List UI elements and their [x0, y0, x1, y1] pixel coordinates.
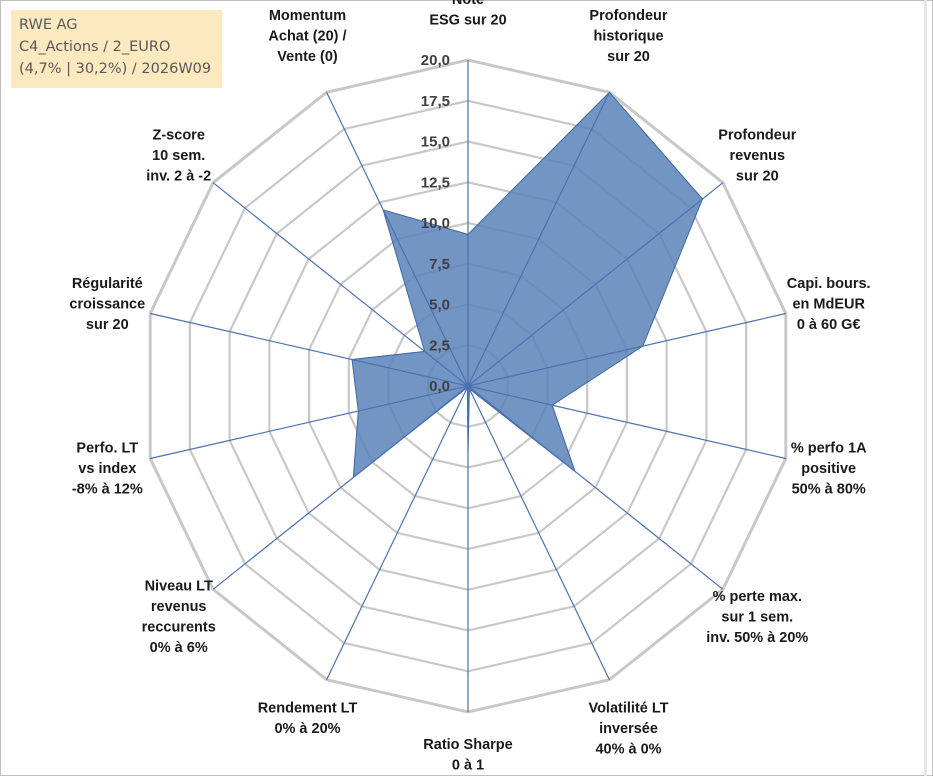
- axis-label-line: Profondeur: [718, 128, 796, 144]
- tick-label: 20,0: [421, 52, 450, 69]
- axis-label-line: Note: [452, 0, 484, 8]
- axis-label-line: en MdEUR: [792, 296, 865, 312]
- axis-label-11: Perfo. LT vs index -8% à 12%: [72, 441, 143, 498]
- axis-label-4: Capi. bours. en MdEUR 0 à 60 G€: [787, 276, 871, 333]
- axis-label-5: % perfo 1A positive 50% à 80%: [791, 441, 867, 498]
- axis-label-line: Z-score: [153, 128, 205, 144]
- axis-label-line: Capi. bours.: [787, 276, 871, 292]
- axis-label-line: Momentum: [269, 8, 346, 24]
- axis-label-line: inv. 2 à -2: [146, 169, 211, 185]
- axis-spoke: [150, 385, 469, 460]
- info-period: (4,7% | 30,2%) / 2026W09: [19, 61, 212, 77]
- axis-label-line: Perfo. LT: [76, 441, 138, 457]
- axis-label-3: Profondeur revenus sur 20: [718, 128, 796, 185]
- axis-label-7: Volatilité LT inversée 40% à 0%: [588, 700, 668, 757]
- axis-label-13: Z-score 10 sem. inv. 2 à -2: [146, 128, 211, 185]
- axis-label-line: Niveau LT: [145, 579, 213, 595]
- tick-label: 2,5: [429, 337, 450, 354]
- axis-label-line: croissance: [69, 296, 145, 312]
- axis-label-12: Régularité croissance sur 20: [69, 276, 145, 333]
- axis-label-line: positive: [801, 461, 856, 477]
- axis-label-8: Ratio Sharpe 0 à 1: [423, 737, 512, 774]
- axis-spoke: [467, 312, 786, 387]
- axis-label-line: 0% à 20%: [274, 721, 340, 737]
- axis-spoke: [212, 385, 469, 590]
- axis-label-line: Achat (20) /: [268, 29, 346, 45]
- axis-label-line: 10 sem.: [152, 148, 205, 164]
- axis-label-line: inv. 50% à 20%: [706, 630, 808, 646]
- axis-label-line: 50% à 80%: [792, 482, 866, 498]
- axis-label-line: 0% à 6%: [150, 640, 208, 656]
- scroll-strip: [924, 0, 927, 776]
- axis-spoke: [212, 182, 469, 387]
- axis-label-line: -8% à 12%: [72, 482, 143, 498]
- tick-label: 5,0: [429, 297, 450, 314]
- axis-label-line: Profondeur: [589, 8, 667, 24]
- axis-label-line: sur 20: [736, 169, 779, 185]
- axis-spoke: [150, 312, 469, 387]
- tick-label: 15,0: [421, 134, 450, 151]
- axis-label-line: inversée: [599, 721, 658, 737]
- axis-spoke: [467, 182, 724, 387]
- axis-spoke: [467, 385, 786, 460]
- info-category: C4_Actions / 2_EURO: [19, 39, 171, 55]
- tick-label: 0,0: [429, 378, 450, 395]
- axis-label-line: 0 à 1: [452, 758, 484, 774]
- axis-spoke: [467, 385, 724, 590]
- axis-label-line: Régularité: [72, 276, 143, 292]
- tick-label: 12,5: [421, 174, 450, 191]
- axis-label-10: Niveau LT revenus reccurents 0% à 6%: [142, 579, 216, 657]
- axis-spoke: [326, 385, 469, 680]
- axis-label-14: Momentum Achat (20) / Vente (0): [268, 8, 346, 65]
- axis-label-line: 0 à 60 G€: [797, 317, 861, 333]
- axis-label-line: revenus: [729, 148, 785, 164]
- tick-label: 17,5: [421, 93, 450, 110]
- tick-label: 7,5: [429, 256, 450, 273]
- axis-label-1: Note ESG sur 20: [429, 0, 506, 29]
- axis-label-line: revenus: [151, 599, 207, 615]
- axis-label-line: reccurents: [142, 620, 216, 636]
- axis-label-line: Ratio Sharpe: [423, 737, 512, 753]
- axis-spoke: [326, 92, 469, 387]
- axis-label-line: % perfo 1A: [791, 441, 867, 457]
- axis-label-line: 40% à 0%: [595, 741, 661, 757]
- axis-label-line: ESG sur 20: [429, 13, 506, 29]
- axis-label-6: % perte max. sur 1 sem. inv. 50% à 20%: [706, 589, 808, 646]
- axis-label-line: sur 1 sem.: [721, 609, 793, 625]
- axis-label-line: sur 20: [86, 317, 129, 333]
- axis-label-line: historique: [593, 29, 663, 45]
- tick-label: 10,0: [421, 215, 450, 232]
- info-company: RWE AG: [19, 17, 78, 33]
- info-box: RWE AG C4_Actions / 2_EURO (4,7% | 30,2%…: [11, 10, 222, 88]
- axis-label-line: sur 20: [607, 49, 650, 65]
- axis-spoke: [467, 385, 610, 680]
- axis-label-line: % perte max.: [713, 589, 802, 605]
- axis-spoke: [467, 92, 610, 387]
- axis-label-line: Vente (0): [277, 49, 338, 65]
- label-layer: Note ESG sur 20 Profondeur historique sur 20…: [69, 0, 870, 774]
- spoke-layer: [150, 60, 786, 712]
- axis-label-2: Profondeur historique sur 20: [589, 8, 667, 65]
- axis-label-line: vs index: [78, 461, 136, 477]
- axis-label-line: Volatilité LT: [588, 700, 668, 716]
- axis-label-9: Rendement LT 0% à 20%: [258, 700, 358, 737]
- axis-label-line: Rendement LT: [258, 700, 358, 716]
- tick-layer: 0,0 2,5 5,0 7,5 10,0 12,5 15,0 17,5 20,0: [421, 52, 450, 395]
